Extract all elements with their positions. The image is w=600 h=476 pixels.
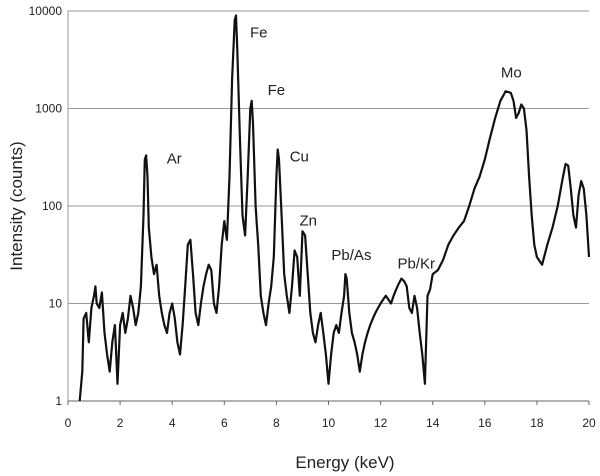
peak-labels: Ar Fe Fe Cu Zn Pb/As Pb/Kr Mo	[167, 24, 522, 272]
y-tick-labels: 1 10 100 1000 10000	[29, 4, 63, 408]
x-tick-label: 18	[530, 416, 544, 430]
y-axis-title: Intensity (counts)	[7, 141, 26, 270]
peak-label: Fe	[268, 82, 286, 99]
x-tick-label: 8	[273, 416, 280, 430]
x-tick-labels: 0 2 4 6 8 10 12 14 16 18 20	[65, 401, 596, 430]
x-tick-label: 20	[582, 416, 596, 430]
x-tick-label: 6	[221, 416, 228, 430]
x-tick-label: 10	[322, 416, 336, 430]
peak-label: Ar	[167, 150, 182, 167]
peak-label: Fe	[250, 24, 268, 41]
x-tick-label: 0	[65, 416, 72, 430]
x-tick-label: 4	[169, 416, 176, 430]
y-tick-label: 10000	[29, 4, 63, 18]
peak-label: Mo	[501, 64, 522, 81]
x-tick-label: 12	[374, 416, 388, 430]
series-line	[78, 14, 591, 402]
x-tick-label: 14	[426, 416, 440, 430]
x-tick-label: 16	[478, 416, 492, 430]
peak-label: Cu	[290, 148, 309, 165]
peak-label: Pb/Kr	[397, 256, 435, 273]
y-tick-label: 100	[42, 199, 62, 213]
x-tick-label: 2	[117, 416, 124, 430]
y-tick-label: 10	[49, 297, 63, 311]
peak-label: Pb/As	[331, 247, 371, 264]
x-axis-title: Energy (keV)	[295, 453, 394, 472]
peak-label: Zn	[299, 212, 317, 229]
y-tick-label: 1	[55, 394, 62, 408]
y-tick-label: 1000	[35, 102, 62, 116]
